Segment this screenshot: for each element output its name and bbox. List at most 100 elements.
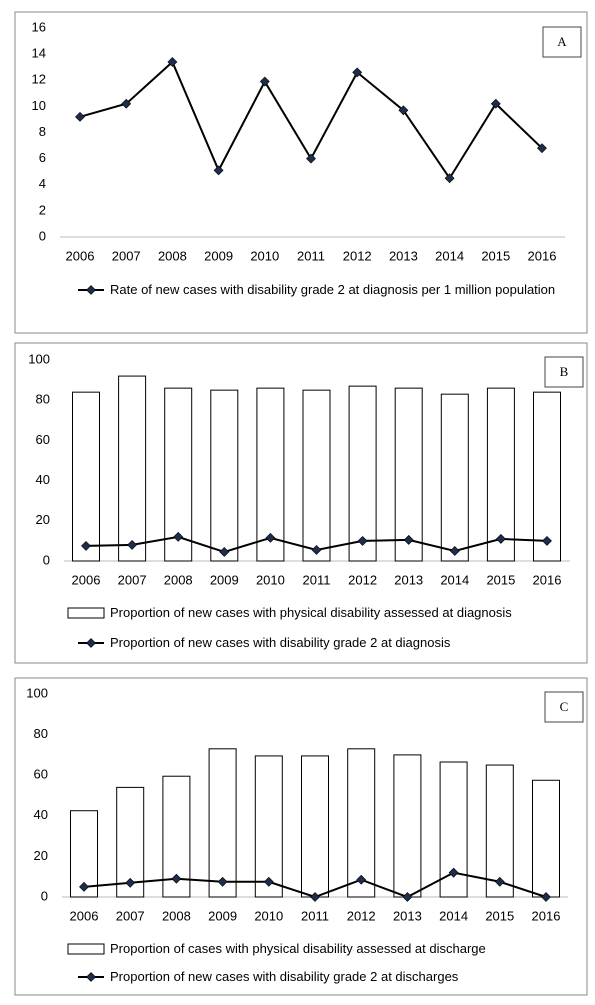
x-tick-label: 2007 <box>118 572 147 587</box>
x-tick-label: 2016 <box>532 908 561 923</box>
x-tick-label: 2011 <box>297 248 325 263</box>
panel-label-box <box>542 26 582 58</box>
legend-entry: Proportion of cases with physical disabi… <box>110 941 486 956</box>
legend-swatch <box>67 943 105 955</box>
marker <box>357 535 368 546</box>
panel-label: C <box>560 699 569 714</box>
legend-marker <box>86 638 96 648</box>
y-tick-label: 20 <box>34 848 48 863</box>
panel-label-box <box>544 356 584 388</box>
marker <box>403 534 414 545</box>
x-tick-label: 2015 <box>485 908 514 923</box>
marker <box>541 892 551 902</box>
x-tick-label: 2012 <box>348 572 377 587</box>
bar <box>348 385 377 562</box>
marker <box>219 547 230 557</box>
marker <box>306 153 316 164</box>
x-tick-label: 2007 <box>116 908 145 923</box>
marker <box>542 535 552 546</box>
x-tick-label: 2014 <box>439 908 468 923</box>
panel-border <box>14 677 588 996</box>
x-tick-label: 2010 <box>250 248 279 263</box>
x-tick-label: 2008 <box>162 908 191 923</box>
marker <box>265 532 276 543</box>
bar <box>70 810 98 898</box>
x-tick-label: 2014 <box>440 572 469 587</box>
marker <box>310 892 320 902</box>
y-tick-label: 2 <box>39 202 46 217</box>
bar <box>532 779 560 898</box>
bar <box>118 375 147 562</box>
x-tick-label: 2009 <box>208 908 237 923</box>
y-tick-label: 100 <box>28 351 50 366</box>
marker <box>173 531 184 542</box>
x-tick-label: 2006 <box>72 572 101 587</box>
y-tick-label: 100 <box>26 685 48 700</box>
x-tick-label: 2009 <box>210 572 239 587</box>
y-tick-label: 16 <box>32 19 46 34</box>
x-tick-label: 2012 <box>343 248 372 263</box>
marker <box>121 98 132 109</box>
legend-marker <box>86 972 96 982</box>
legend-entry: Proportion of new cases with physical di… <box>110 605 512 620</box>
marker <box>263 876 274 887</box>
x-tick-label: 2013 <box>394 572 423 587</box>
x-tick-label: 2015 <box>481 248 510 263</box>
legend-entry: Proportion of new cases with disability … <box>110 969 459 984</box>
bar <box>533 391 561 562</box>
marker <box>449 546 460 556</box>
marker <box>217 876 228 887</box>
bar <box>347 748 376 898</box>
bar <box>301 755 329 898</box>
x-tick-label: 2010 <box>256 572 285 587</box>
y-tick-label: 0 <box>39 228 46 243</box>
marker <box>311 545 322 555</box>
x-tick-label: 2011 <box>303 572 331 587</box>
legend-entry-box: Proportion of new cases with disability … <box>110 635 451 650</box>
y-tick-label: 12 <box>32 72 46 87</box>
legend-swatch <box>67 607 105 619</box>
x-tick-label: 2014 <box>435 248 464 263</box>
x-tick-label: 2011 <box>301 908 329 923</box>
y-tick-label: 4 <box>39 176 46 191</box>
y-tick-label: 80 <box>36 392 50 407</box>
marker <box>213 165 224 176</box>
marker <box>402 892 413 902</box>
marker <box>127 539 138 550</box>
legend-entry-box: Rate of new cases with disability grade … <box>110 282 555 297</box>
marker <box>79 881 89 892</box>
x-tick-label: 2012 <box>347 908 376 923</box>
panel-label: A <box>557 34 567 49</box>
legend-entry: Proportion of new cases with disability … <box>110 635 451 650</box>
bar <box>485 764 514 898</box>
bar <box>72 391 100 562</box>
y-tick-label: 10 <box>32 98 46 113</box>
marker <box>494 876 505 887</box>
x-tick-label: 2006 <box>66 248 95 263</box>
y-tick-label: 60 <box>34 767 48 782</box>
x-tick-label: 2006 <box>70 908 99 923</box>
x-tick-label: 2008 <box>158 248 187 263</box>
marker <box>537 143 547 154</box>
y-tick-label: 14 <box>32 46 46 61</box>
bar <box>254 755 283 898</box>
bar <box>394 387 423 562</box>
x-tick-label: 2013 <box>389 248 418 263</box>
x-tick-label: 2013 <box>393 908 422 923</box>
marker <box>171 873 182 884</box>
y-tick-label: 0 <box>41 888 48 903</box>
marker <box>495 533 506 544</box>
y-tick-label: 60 <box>36 432 50 447</box>
x-tick-label: 2010 <box>254 908 283 923</box>
bar <box>210 389 239 562</box>
panel-label-box <box>544 691 584 723</box>
bar <box>486 387 515 562</box>
panel-border <box>14 342 588 664</box>
marker <box>448 867 459 878</box>
bar <box>440 393 469 562</box>
y-tick-label: 20 <box>36 512 50 527</box>
marker <box>352 67 363 78</box>
marker <box>259 76 270 87</box>
y-tick-label: 0 <box>43 552 50 567</box>
